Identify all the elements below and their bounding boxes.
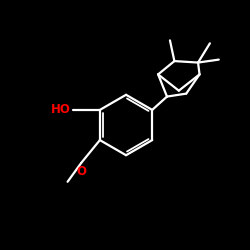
Text: HO: HO (50, 104, 70, 117)
Text: O: O (76, 165, 86, 178)
